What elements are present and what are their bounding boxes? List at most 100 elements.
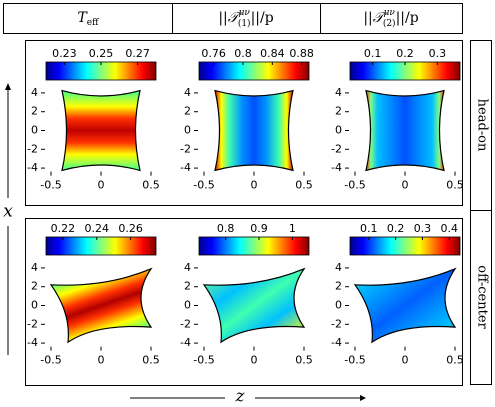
y-tick-label: -2 bbox=[331, 142, 342, 155]
y-tick-label: -4 bbox=[27, 161, 38, 174]
y-tick-label: 2 bbox=[184, 105, 191, 118]
colorbar bbox=[45, 236, 157, 256]
header-base: T bbox=[77, 10, 88, 26]
colorbar-tick-label: 0.25 bbox=[89, 47, 114, 60]
header-base: ||𝒯 bbox=[363, 10, 387, 26]
column-header: ||𝒯μν (2)||/p bbox=[363, 8, 418, 29]
heatmap-field bbox=[49, 267, 153, 344]
x-tick-label: 0 bbox=[98, 179, 105, 192]
x-tick-label: -0.5 bbox=[344, 179, 365, 192]
x-tick-label: 0.5 bbox=[446, 179, 464, 192]
colorbar bbox=[198, 236, 310, 256]
x-tick-label: 0 bbox=[251, 354, 258, 367]
x-tick-label: 0.5 bbox=[295, 354, 313, 367]
y-tick-label: -4 bbox=[180, 336, 191, 349]
row-label-box bbox=[470, 40, 492, 385]
x-tick-label: 0 bbox=[402, 179, 409, 192]
x-axis-label: z bbox=[235, 387, 246, 407]
y-tick-label: 0 bbox=[335, 124, 342, 137]
y-tick-label: 4 bbox=[184, 86, 191, 99]
row-label: head-on bbox=[475, 99, 490, 152]
colorbar-tick-label: 0.9 bbox=[250, 222, 268, 235]
y-tick-label: 0 bbox=[31, 299, 38, 312]
header-sub: eff bbox=[87, 18, 99, 28]
colorbar-tick-label: 0.88 bbox=[289, 47, 314, 60]
x-tick-label: -0.5 bbox=[193, 354, 214, 367]
header-box bbox=[3, 3, 463, 34]
heatmap-field bbox=[61, 89, 141, 172]
y-tick-label: 0 bbox=[184, 124, 191, 137]
x-tick-label: 0.5 bbox=[142, 354, 160, 367]
colorbar-tick-label: 0.8 bbox=[217, 222, 235, 235]
heatmap-field bbox=[353, 267, 457, 344]
header-sub: (1) bbox=[238, 18, 251, 29]
y-tick-label: -2 bbox=[331, 317, 342, 330]
y-tick-label: -4 bbox=[331, 161, 342, 174]
y-tick-label: 4 bbox=[335, 261, 342, 274]
colorbar-tick-label: 0.4 bbox=[441, 222, 459, 235]
x-tick-label: -0.5 bbox=[40, 179, 61, 192]
y-tick-label: 0 bbox=[335, 299, 342, 312]
y-tick-label: 2 bbox=[184, 280, 191, 293]
y-tick-label: 0 bbox=[31, 124, 38, 137]
colorbar-tick-label: 0.23 bbox=[52, 47, 77, 60]
y-tick-label: -4 bbox=[331, 336, 342, 349]
y-tick-label: -4 bbox=[180, 161, 191, 174]
x-tick-label: 0.5 bbox=[295, 179, 313, 192]
header-sub: (2) bbox=[383, 18, 396, 29]
y-tick-label: 2 bbox=[31, 105, 38, 118]
heatmap-field bbox=[202, 267, 306, 344]
y-tick-label: 2 bbox=[335, 280, 342, 293]
colorbar-tick-label: 1 bbox=[289, 222, 296, 235]
colorbar-tick-label: 0.2 bbox=[387, 222, 405, 235]
column-header: Teff bbox=[77, 10, 99, 28]
colorbar-tick-label: 0.27 bbox=[125, 47, 150, 60]
colorbar-tick-label: 0.1 bbox=[360, 222, 378, 235]
x-tick-label: 0 bbox=[402, 354, 409, 367]
y-tick-label: 4 bbox=[184, 261, 191, 274]
x-tick-label: -0.5 bbox=[40, 354, 61, 367]
y-tick-label: 2 bbox=[31, 280, 38, 293]
heatmap-field bbox=[365, 89, 445, 172]
x-tick-label: 0 bbox=[251, 179, 258, 192]
colorbar-tick-label: 0.8 bbox=[234, 47, 252, 60]
y-tick-label: -2 bbox=[180, 317, 191, 330]
arrow-head bbox=[5, 83, 11, 90]
header-tail: ||/p bbox=[396, 10, 419, 26]
colorbar-tick-label: 0.24 bbox=[85, 222, 110, 235]
header-sup: μν bbox=[238, 8, 250, 18]
colorbar-tick-label: 0.84 bbox=[260, 47, 285, 60]
x-tick-label: 0.5 bbox=[446, 354, 464, 367]
row-label: off-center bbox=[475, 265, 490, 329]
arrow-head bbox=[360, 395, 366, 401]
y-tick-label: 0 bbox=[184, 299, 191, 312]
x-tick-label: 0 bbox=[98, 354, 105, 367]
y-tick-label: 4 bbox=[31, 86, 38, 99]
row-box bbox=[25, 40, 463, 206]
heatmap-field bbox=[214, 89, 294, 172]
colorbar-tick-label: 0.3 bbox=[414, 222, 432, 235]
header-tail: ||/p bbox=[251, 10, 274, 26]
column-header: ||𝒯μν (1)||/p bbox=[218, 8, 273, 29]
colorbar-tick-label: 0.1 bbox=[364, 47, 382, 60]
header-base: ||𝒯 bbox=[218, 10, 242, 26]
y-tick-label: -2 bbox=[27, 142, 38, 155]
x-tick-label: 0.5 bbox=[142, 179, 160, 192]
colorbar bbox=[349, 236, 461, 256]
x-tick-label: -0.5 bbox=[193, 179, 214, 192]
y-tick-label: -2 bbox=[180, 142, 191, 155]
y-tick-label: 4 bbox=[335, 86, 342, 99]
colorbar-tick-label: 0.26 bbox=[118, 222, 143, 235]
colorbar-tick-label: 0.2 bbox=[396, 47, 414, 60]
colorbar-tick-label: 0.3 bbox=[429, 47, 447, 60]
y-tick-label: 4 bbox=[31, 261, 38, 274]
header-sup: μν bbox=[383, 8, 395, 18]
colorbar-tick-label: 0.22 bbox=[51, 222, 76, 235]
y-tick-label: 2 bbox=[335, 105, 342, 118]
x-tick-label: -0.5 bbox=[344, 354, 365, 367]
y-axis-label: x bbox=[3, 202, 13, 222]
y-tick-label: -2 bbox=[27, 317, 38, 330]
y-tick-label: -4 bbox=[27, 336, 38, 349]
colorbar bbox=[198, 61, 310, 81]
